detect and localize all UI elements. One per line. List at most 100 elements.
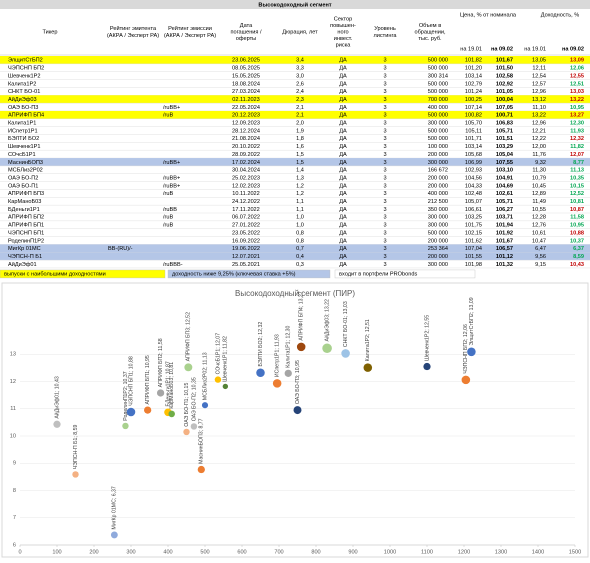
table-cell: 1,0 (296, 215, 304, 221)
table-cell: 10,81 (570, 199, 584, 205)
table-cell: ДА (339, 207, 347, 213)
table-cell: 2,6 (296, 81, 304, 87)
table-cell: /ruB (163, 191, 174, 197)
table-cell: 100 000 (428, 144, 448, 150)
column-header: оферты (236, 36, 256, 42)
table-cell: 253 364 (428, 246, 448, 252)
table-cell: 3 (383, 238, 386, 244)
ticker: СНКТ БО-01 (8, 89, 40, 95)
table-cell: 2,1 (296, 113, 304, 119)
table-cell: 3,0 (296, 73, 304, 79)
table-cell: 104,33 (465, 183, 482, 189)
table-cell: 3 (383, 89, 386, 95)
bubble (222, 383, 229, 390)
table-cell: 10,35 (570, 175, 584, 181)
y-tick-label: 7 (13, 515, 16, 521)
table-cell: 400 000 (428, 105, 448, 111)
x-tick-label: 200 (89, 549, 98, 555)
x-tick-label: 500 (200, 549, 209, 555)
column-header: Рейтинг эмитента (110, 25, 157, 32)
table-cell: 300 000 (428, 121, 448, 127)
table-cell: 300 314 (428, 73, 448, 79)
table-cell: 3 (383, 128, 386, 134)
column-header: листинга (374, 33, 398, 39)
table-cell: 102,93 (465, 168, 482, 174)
table-cell: 6,47 (535, 246, 546, 252)
point-label: ЧЭПСН-П Б1; 8,59 (73, 425, 79, 470)
table-cell: 105,70 (465, 121, 482, 127)
table-cell: 11,82 (570, 144, 584, 150)
table-cell: 3 (383, 81, 386, 87)
table-cell: 10,61 (532, 230, 546, 236)
table-cell: 101,50 (496, 66, 513, 72)
table-cell: 12,30 (570, 121, 584, 127)
table-cell: 1,5 (296, 160, 304, 166)
bubble (184, 363, 193, 372)
table-cell: 105,11 (465, 128, 482, 134)
table-cell: /ruBBB- (163, 262, 183, 268)
table-cell: 500 000 (428, 128, 448, 134)
bubble (322, 343, 332, 354)
table-cell: 106,99 (465, 160, 482, 166)
table-cell: ДА (339, 66, 347, 72)
table-cell: 27.01.2022 (232, 223, 260, 229)
table-cell: /ruBB+ (163, 183, 180, 189)
table-cell: 25.05.2021 (232, 262, 260, 268)
table-cell: ДА (339, 183, 347, 189)
table-cell: 2,0 (296, 121, 304, 127)
row-highlight (0, 252, 590, 261)
table-cell: 166 672 (428, 168, 448, 174)
legend-swatch (0, 269, 166, 279)
ticker: Калита1Р1 (8, 121, 36, 127)
table-cell: BB-(RU)/- (108, 246, 133, 252)
bubble (183, 428, 190, 436)
table-cell: 9,56 (535, 254, 546, 260)
table-cell: 10,55 (532, 207, 546, 213)
column-header: Сектор (334, 16, 352, 22)
ticker: ЧЭПСНП БП1 (8, 230, 44, 236)
table-cell: 1,4 (296, 168, 304, 174)
table-cell: 107,05 (496, 105, 513, 111)
table-cell: 101,82 (465, 58, 482, 64)
table-cell: 3 (383, 121, 386, 127)
y-tick-label: 12 (10, 379, 16, 385)
table-cell: 106,27 (496, 207, 513, 213)
point-label: ЧЭПСНП БП2; 12,06 (463, 324, 469, 374)
table-cell: ДА (339, 73, 347, 79)
column-header: риска (336, 43, 352, 49)
ticker: АПРИФП БП3 (8, 191, 44, 197)
table-cell: 19.06.2022 (232, 246, 260, 252)
table-cell: 3 (383, 246, 386, 252)
table-cell: 103,14 (465, 73, 482, 79)
table-cell: 102,92 (496, 81, 513, 87)
table-cell: 500 000 (428, 113, 448, 119)
table-cell: 103,71 (496, 215, 513, 221)
table-cell: /ruBB+ (163, 175, 180, 181)
table-cell: 3 (383, 152, 386, 158)
table-cell: 18.08.2024 (232, 81, 260, 87)
ticker: СОчсБ1Р1 (8, 152, 36, 158)
table-cell: 107,55 (496, 160, 513, 166)
table-cell: 101,51 (496, 136, 513, 142)
table-cell: 12,32 (570, 136, 584, 142)
table-cell: 13,27 (570, 113, 584, 119)
table-cell: 25.02.2023 (232, 175, 260, 181)
table-cell: 1,0 (296, 223, 304, 229)
table-cell: 101,67 (496, 58, 513, 64)
ticker: ЧЭПСНП БП2 (8, 66, 44, 72)
x-tick-label: 600 (237, 549, 246, 555)
table-cell: 106,57 (496, 246, 513, 252)
point-label: АПРИФП БП2; 11,58 (158, 338, 164, 387)
group-header: Доходность, % (541, 12, 579, 18)
column-header: тыс. руб. (418, 36, 442, 42)
table-cell: 3 (383, 230, 386, 236)
table-cell: 105,07 (465, 199, 482, 205)
bubble (423, 362, 431, 371)
table-cell: 12,76 (532, 223, 546, 229)
table-cell: 13,03 (570, 89, 584, 95)
bubble (284, 369, 292, 377)
column-header: повышен- (330, 23, 356, 29)
legend-text: выпуски с наибольшими доходностями (4, 272, 106, 278)
table-cell: 103,10 (496, 168, 513, 174)
table-cell: 105,68 (465, 152, 482, 158)
